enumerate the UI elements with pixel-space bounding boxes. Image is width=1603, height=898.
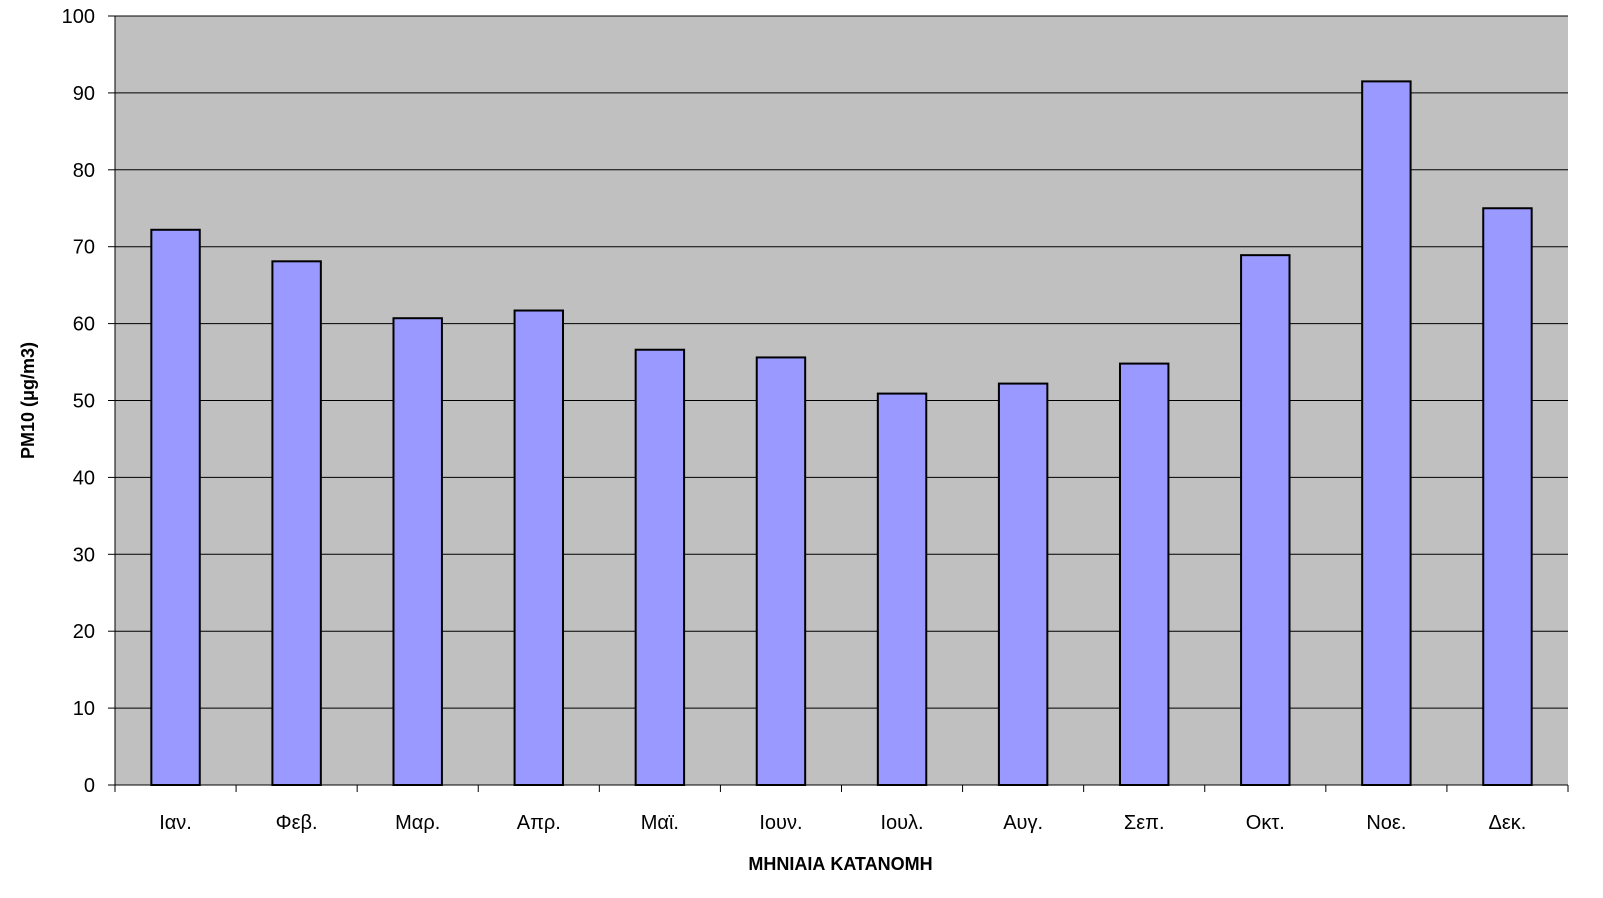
x-tick-label: Μαϊ. [641,812,679,834]
y-tick-label: 70 [73,237,95,259]
bar [1240,254,1291,786]
y-tick-label: 20 [73,621,95,643]
y-tick-labels: 0 10 20 30 40 50 60 70 80 90 100 [62,6,95,797]
x-tick-label: Νοε. [1366,812,1406,834]
x-tick-label: Αυγ. [1003,812,1043,834]
x-tick-label: Ιαν. [159,812,192,834]
bar [150,228,201,787]
bar [997,382,1049,786]
x-tick-label: Σεπ. [1124,812,1165,834]
x-tick-label: Δεκ. [1489,812,1527,834]
x-tick-label: Οκτ. [1246,812,1285,834]
bar [1361,80,1412,787]
bar [392,317,443,786]
x-tick-label: Μαρ. [395,812,440,834]
bars [150,80,1533,787]
y-tick-label: 10 [73,698,95,720]
x-axis-title: ΜΗΝΙΑΙΑ ΚΑΤΑΝΟΜΗ [748,854,932,874]
bar [755,356,807,786]
y-axis-title: PM10 (μg/m3) [18,342,38,459]
y-tick-label: 80 [73,160,95,182]
bar [271,260,322,787]
y-tick-label: 50 [73,391,95,413]
gridlines [115,15,1568,709]
y-tick-label: 40 [73,467,95,489]
bar [1118,362,1170,786]
bar [876,392,928,786]
x-tick-label: Ιουλ. [880,812,923,834]
x-tick-label: Ιουν. [759,812,802,834]
x-tick-label: Απρ. [517,812,561,834]
bar [634,348,686,786]
bar [1482,207,1533,786]
y-tick-label: 100 [62,6,95,28]
y-tick-label: 30 [73,544,95,566]
axes [108,15,1569,792]
x-tick-label: Φεβ. [276,812,318,834]
bar [513,309,565,786]
x-tick-labels: Ιαν. Φεβ. Μαρ. Απρ. Μαϊ. Ιουν. Ιουλ. Αυγ. Σεπ. Οκ… [159,812,1526,834]
y-tick-label: 60 [73,314,95,336]
y-tick-label: 90 [73,83,95,105]
y-tick-label: 0 [84,775,95,797]
